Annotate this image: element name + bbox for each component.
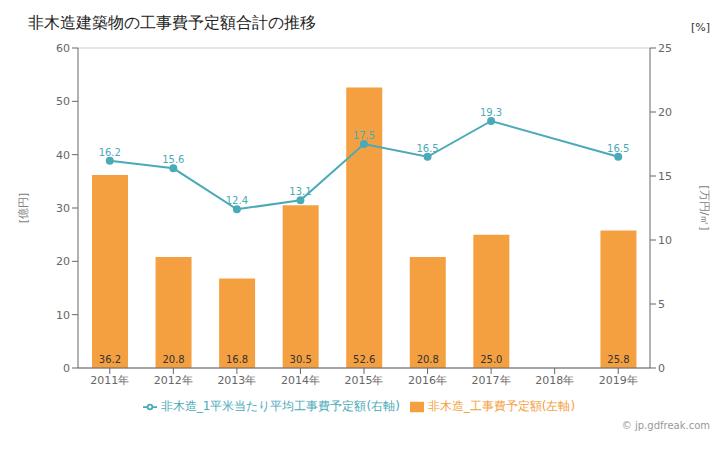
- svg-text:25: 25: [658, 42, 672, 55]
- html-text:非木造_工事費予定額(左軸): 非木造_工事費予定額(左軸): [427, 399, 576, 413]
- svg-text:15: 15: [658, 170, 672, 183]
- svg-text:30.5: 30.5: [290, 354, 312, 365]
- svg-text:10: 10: [658, 234, 672, 247]
- svg-text:50: 50: [56, 95, 70, 108]
- svg-text:20.8: 20.8: [417, 354, 439, 365]
- html-text:非木造建築物の工事費予定額合計の推移: 非木造建築物の工事費予定額合計の推移: [28, 13, 316, 32]
- svg-text:20: 20: [56, 255, 70, 268]
- svg-text:36.2: 36.2: [99, 354, 121, 365]
- svg-text:2016年: 2016年: [408, 374, 447, 387]
- html-text:© jp.gdfreak.com: © jp.gdfreak.com: [621, 420, 710, 431]
- svg-text:17.5: 17.5: [353, 130, 375, 141]
- svg-text:25.8: 25.8: [607, 354, 629, 365]
- svg-text:16.5: 16.5: [607, 143, 629, 154]
- svg-text:25.0: 25.0: [480, 354, 502, 365]
- svg-text:5: 5: [658, 298, 665, 311]
- svg-text:60: 60: [56, 42, 70, 55]
- svg-text:12.4: 12.4: [226, 195, 248, 206]
- svg-text:15.6: 15.6: [162, 154, 184, 165]
- svg-text:2012年: 2012年: [154, 374, 193, 387]
- svg-text:2017年: 2017年: [472, 374, 511, 387]
- svg-text:2013年: 2013年: [217, 374, 256, 387]
- svg-text:52.6: 52.6: [353, 354, 375, 365]
- svg-text:20: 20: [658, 106, 672, 119]
- svg-text:2018年: 2018年: [535, 374, 574, 387]
- svg-text:16.5: 16.5: [416, 143, 438, 154]
- html-text:非木造_1平米当たり平均工事費予定額(右軸): 非木造_1平米当たり平均工事費予定額(右軸): [160, 399, 400, 413]
- svg-text:20.8: 20.8: [162, 354, 184, 365]
- svg-text:2014年: 2014年: [281, 374, 320, 387]
- svg-text:13.1: 13.1: [289, 186, 311, 197]
- svg-text:[億円]: [億円]: [17, 193, 30, 224]
- svg-text:2019年: 2019年: [599, 374, 638, 387]
- svg-text:16.8: 16.8: [226, 354, 248, 365]
- svg-text:16.2: 16.2: [99, 147, 121, 158]
- svg-text:0: 0: [658, 362, 665, 375]
- svg-text:[万円/㎡]: [万円/㎡]: [698, 185, 711, 230]
- svg-text:40: 40: [56, 149, 70, 162]
- svg-text:10: 10: [56, 309, 70, 322]
- svg-text:19.3: 19.3: [480, 107, 502, 118]
- svg-text:2011年: 2011年: [90, 374, 129, 387]
- svg-text:2015年: 2015年: [345, 374, 384, 387]
- svg-text:0: 0: [63, 362, 70, 375]
- svg-text:30: 30: [56, 202, 70, 215]
